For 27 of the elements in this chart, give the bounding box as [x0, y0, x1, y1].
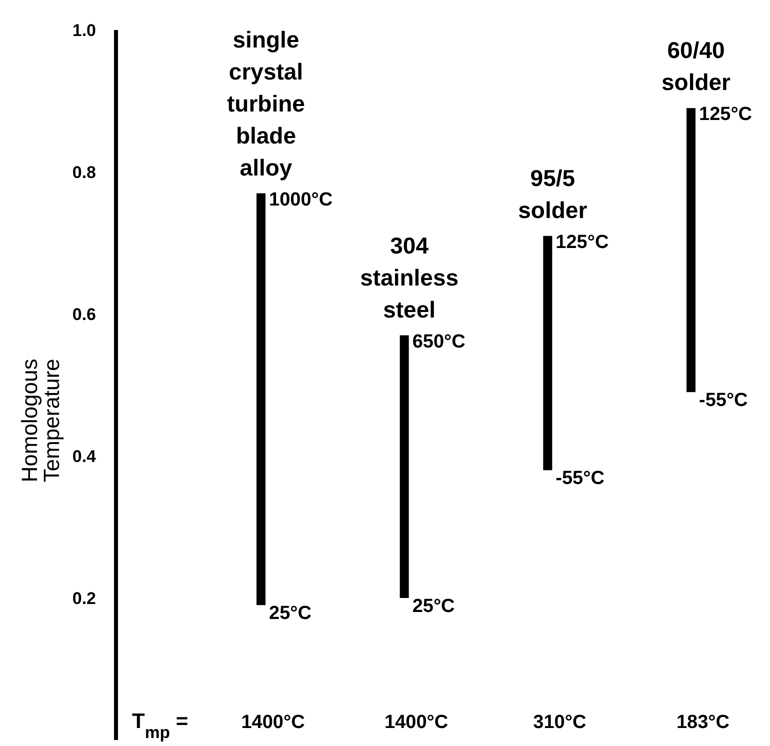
annotation: 1400°C: [241, 712, 306, 733]
annotation: 1000°C: [269, 189, 333, 210]
bar: [256, 193, 266, 606]
x-tick-label: 60/40 solder: [661, 37, 731, 96]
y-tick-label: 0.2: [72, 588, 96, 608]
bar: [686, 108, 696, 392]
annotation: 650°C: [412, 331, 466, 352]
annotation: 125°C: [556, 232, 609, 253]
bar: [543, 236, 552, 470]
y-axis-title: Homologous Temperature: [17, 358, 64, 482]
y-tick-label: 0.6: [72, 304, 96, 324]
y-tick-label: 0.8: [72, 162, 96, 182]
y-tick-label: 0.4: [72, 446, 97, 466]
annotation: -55°C: [556, 468, 605, 490]
annotation: 25°C: [412, 596, 456, 617]
y-tick-label: 1.0: [72, 20, 96, 40]
annotation: -55°C: [699, 390, 748, 412]
annotation: 310°C: [533, 712, 586, 733]
x-tick-label: 304 stainless steel: [360, 232, 459, 322]
text: T$_{mp}$ =: [132, 710, 188, 742]
annotation: 1400°C: [384, 712, 448, 733]
x-tick-label: single crystal turbine blade alloy: [227, 26, 305, 180]
x-tick-label: 95/5 solder: [518, 164, 588, 223]
annotation: 125°C: [699, 104, 752, 126]
annotation: 183°C: [676, 712, 730, 733]
bar: [400, 335, 409, 598]
annotation: 25°C: [269, 603, 312, 624]
